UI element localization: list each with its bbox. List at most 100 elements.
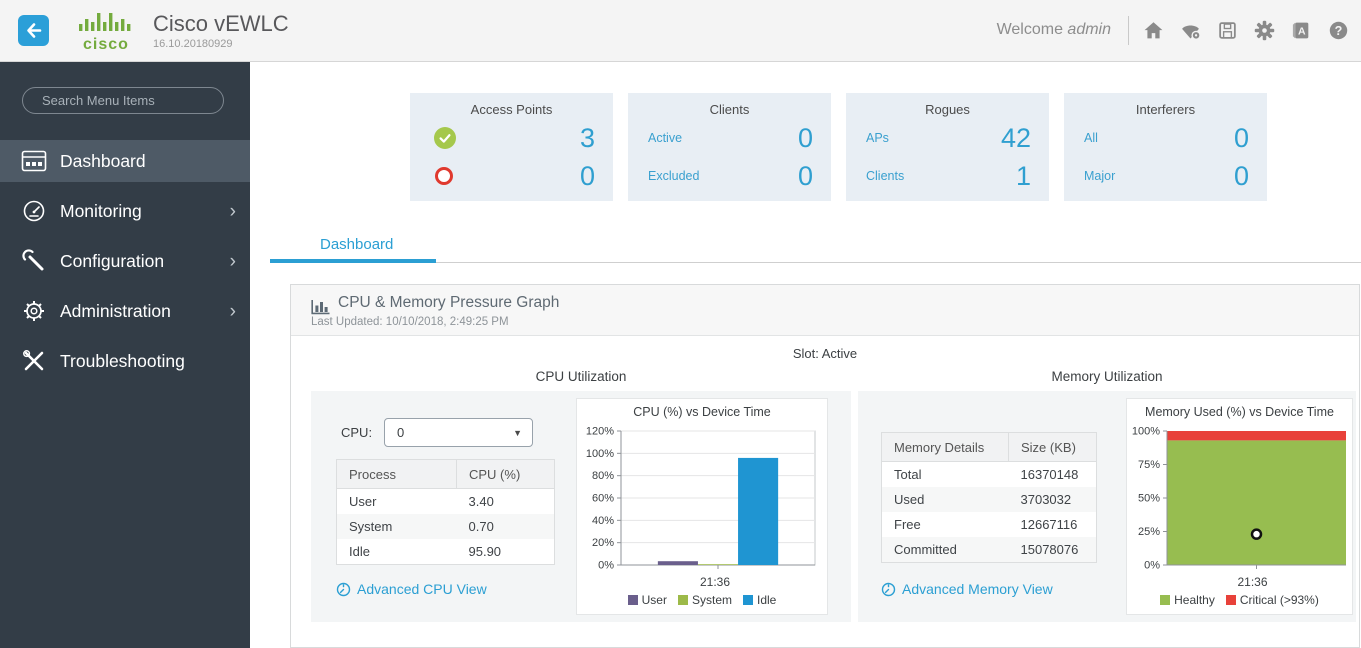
sidebar-item-administration[interactable]: Administration › xyxy=(0,290,250,332)
advanced-memory-view-link[interactable]: Advanced Memory View xyxy=(881,581,1053,597)
save-button[interactable] xyxy=(1217,20,1238,41)
table-row: System 0.70 xyxy=(336,514,555,539)
svg-text:60%: 60% xyxy=(592,493,614,505)
settings-gear-icon xyxy=(1254,20,1275,41)
advanced-cpu-view-link[interactable]: Advanced CPU View xyxy=(336,581,487,597)
language-button[interactable]: A xyxy=(1291,20,1312,41)
tab-dashboard[interactable]: Dashboard xyxy=(320,236,394,253)
memory-area-chart: 0% 25% 50% 75% 100% xyxy=(1132,426,1346,572)
cpu-select-value: 0 xyxy=(397,425,405,440)
legend-item: Idle xyxy=(743,593,776,607)
legend-label: System xyxy=(691,593,732,607)
summary-card-clients: Clients Active 0 Excluded 0 xyxy=(628,93,831,201)
panel-body: Slot: Active CPU Utilization Memory Util… xyxy=(291,336,1359,648)
sidebar: Dashboard Monitoring › Configu xyxy=(0,62,250,648)
memory-chart-title: Memory Used (%) vs Device Time xyxy=(1145,405,1334,419)
legend-item: Critical (>93%) xyxy=(1225,593,1319,607)
legend-swatch xyxy=(627,595,638,605)
legend-swatch xyxy=(743,595,753,605)
rogues-aps-label[interactable]: APs xyxy=(866,131,889,145)
cisco-logo-text: cisco xyxy=(83,36,129,53)
sidebar-item-troubleshooting[interactable]: Troubleshooting xyxy=(0,340,250,382)
cpu-chart-legend: User System Idle xyxy=(577,593,827,607)
memory-utilization-heading: Memory Utilization xyxy=(1051,369,1163,384)
search-input[interactable] xyxy=(40,92,220,109)
svg-text:75%: 75% xyxy=(1138,459,1160,471)
summary-card-rogues: Rogues APs 42 Clients 1 xyxy=(846,93,1049,201)
clients-active-label[interactable]: Active xyxy=(648,131,683,145)
menu-search-box xyxy=(22,87,224,114)
table-row: Total 16370148 xyxy=(894,467,1079,482)
legend-swatch xyxy=(1225,595,1236,605)
advanced-view-icon xyxy=(881,582,896,596)
legend-label: Healthy xyxy=(1174,593,1215,607)
slot-label: Slot: Active xyxy=(792,346,858,361)
settings-button[interactable] xyxy=(1254,20,1275,41)
dropdown-arrow-icon: ▼ xyxy=(513,427,522,438)
cpu-select[interactable]: 0 ▼ xyxy=(384,418,533,447)
memory-section: Memory Details Size (KB) Total 16370148 … xyxy=(858,391,1356,622)
legend-label: User xyxy=(641,593,667,607)
table-row: Used 3703032 xyxy=(881,487,1097,512)
interferers-all-label[interactable]: All xyxy=(1084,131,1098,145)
memory-details-table: Memory Details Size (KB) Total 16370148 … xyxy=(881,432,1097,563)
sidebar-item-configuration[interactable]: Configuration › xyxy=(0,240,250,282)
tab-active-indicator xyxy=(270,259,436,263)
help-icon: ? xyxy=(1329,21,1348,40)
interferers-all-count[interactable]: 0 xyxy=(1233,122,1249,153)
card-title: Access Points xyxy=(470,102,553,117)
clients-active-count[interactable]: 0 xyxy=(797,122,813,153)
rogues-aps-count[interactable]: 42 xyxy=(1000,122,1031,153)
card-title: Interferers xyxy=(1135,102,1196,117)
cpu-memory-panel: CPU & Memory Pressure Graph Last Updated… xyxy=(290,284,1360,648)
svg-text:0%: 0% xyxy=(1144,560,1160,572)
column-header: Memory Details xyxy=(881,432,1009,462)
troubleshooting-icon xyxy=(20,349,47,373)
svg-text:80%: 80% xyxy=(592,470,614,482)
cpu-chart-x-tick: 21:36 xyxy=(699,575,731,589)
ap-down-count[interactable]: 0 xyxy=(579,160,595,191)
sidebar-item-label: Troubleshooting xyxy=(60,350,185,371)
ap-up-check-icon[interactable] xyxy=(434,127,456,149)
summary-card-interferers: Interferers All 0 Major 0 xyxy=(1064,93,1267,201)
interferers-major-count[interactable]: 0 xyxy=(1233,160,1249,191)
legend-item: User xyxy=(627,593,667,607)
header-icon-bar: A ? xyxy=(1143,20,1349,41)
panel-title: CPU & Memory Pressure Graph xyxy=(338,294,560,311)
interferers-major-label[interactable]: Major xyxy=(1084,169,1116,183)
ap-down-ring-icon[interactable] xyxy=(435,167,453,185)
app-title-block: Cisco vEWLC 16.10.20180929 xyxy=(153,11,289,50)
cpu-chart-box: CPU (%) vs Device Time 0% 20% 40% 60% 80% 100… xyxy=(576,398,828,615)
card-title: Rogues xyxy=(925,102,970,117)
cpu-section: CPU: 0 ▼ Process CPU (%) User xyxy=(311,391,851,622)
header-divider xyxy=(1128,16,1129,45)
svg-text:40%: 40% xyxy=(592,515,614,527)
page-title: Cisco vEWLC xyxy=(153,11,289,36)
card-title: Clients xyxy=(709,102,750,117)
ap-up-count[interactable]: 3 xyxy=(579,122,595,153)
dashboard-icon xyxy=(20,150,47,172)
chevron-right-icon: › xyxy=(229,200,236,222)
sidebar-item-monitoring[interactable]: Monitoring › xyxy=(0,190,250,232)
svg-text:20%: 20% xyxy=(592,537,614,549)
rogues-clients-count[interactable]: 1 xyxy=(1015,160,1031,191)
svg-text:25%: 25% xyxy=(1138,526,1160,538)
clients-excluded-label[interactable]: Excluded xyxy=(648,169,700,183)
cisco-logo-bars-icon xyxy=(79,13,131,31)
legend-item: Healthy xyxy=(1160,593,1215,607)
panel-header[interactable]: CPU & Memory Pressure Graph Last Updated… xyxy=(291,285,1359,336)
tab-baseline xyxy=(270,262,1361,263)
advanced-view-icon xyxy=(336,582,351,596)
home-button[interactable] xyxy=(1143,20,1164,41)
summary-card-access-points: Access Points 3 0 xyxy=(410,93,613,201)
wireless-settings-button[interactable] xyxy=(1180,20,1201,41)
column-header: Size (KB) xyxy=(1008,432,1097,462)
clients-excluded-count[interactable]: 0 xyxy=(797,160,813,191)
legend-swatch xyxy=(1160,595,1171,605)
sidebar-item-label: Monitoring xyxy=(60,200,142,221)
sidebar-item-dashboard[interactable]: Dashboard xyxy=(0,140,250,182)
rogues-clients-label[interactable]: Clients xyxy=(866,169,905,183)
help-button[interactable]: ? xyxy=(1328,20,1349,41)
back-button[interactable] xyxy=(18,15,49,46)
